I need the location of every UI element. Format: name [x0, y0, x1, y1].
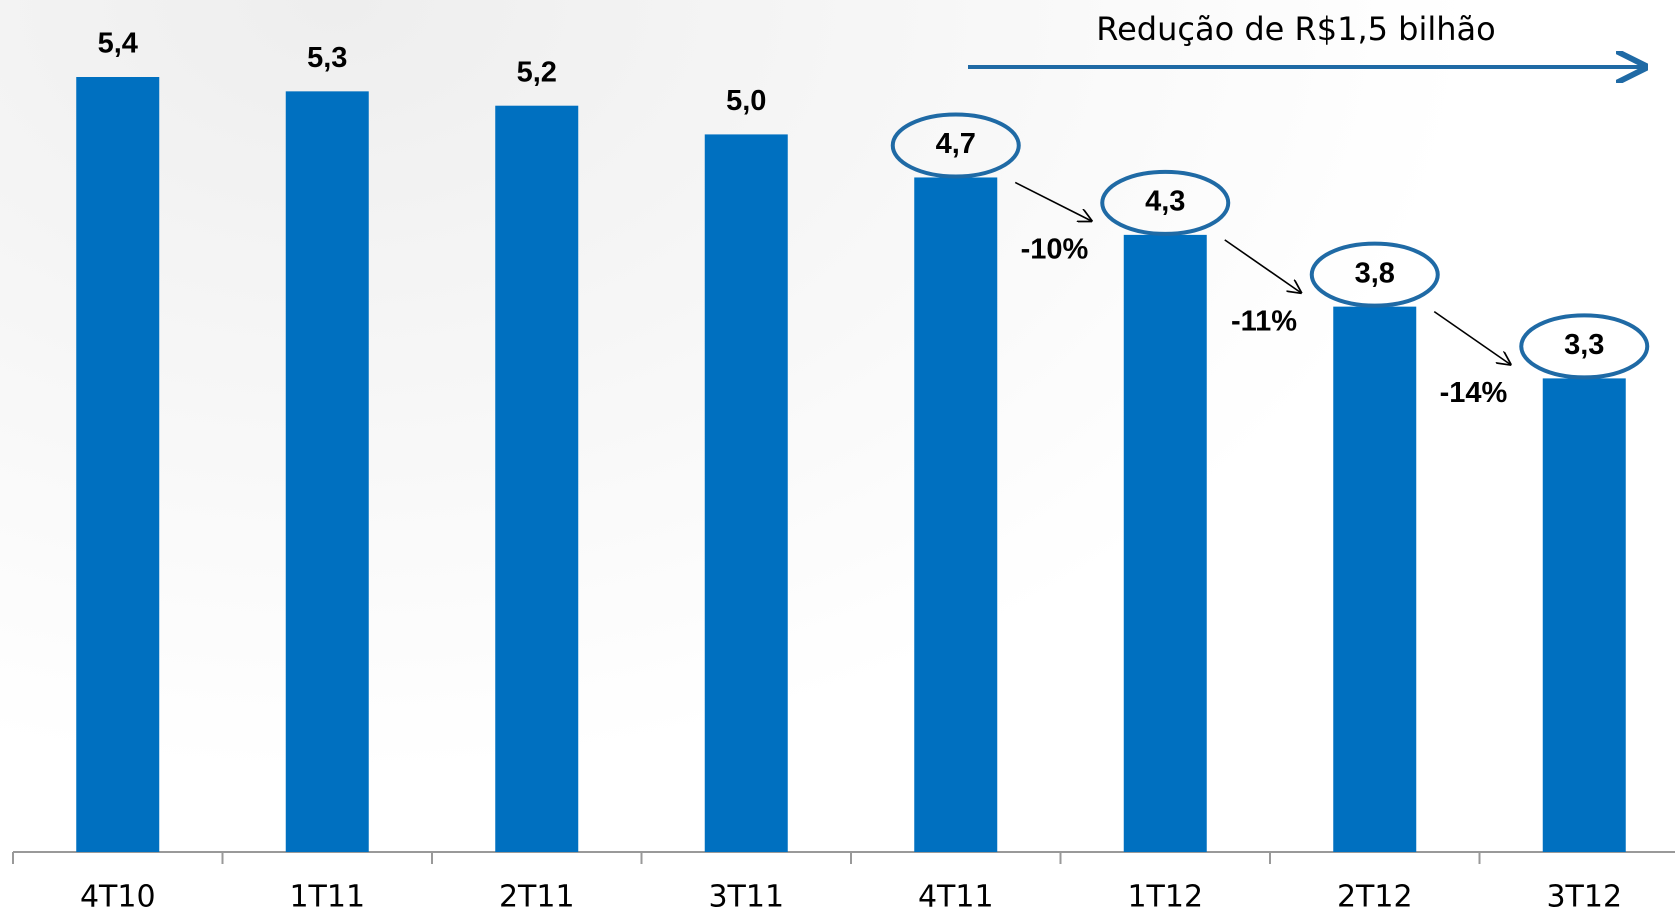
x-tick-label: 4T11	[918, 880, 994, 913]
x-tick-label: 3T12	[1546, 880, 1622, 913]
value-label: 5,0	[726, 85, 766, 117]
highlight-ellipse	[1100, 169, 1231, 236]
x-tick-label: 2T11	[499, 880, 575, 913]
value-label: 5,3	[307, 42, 347, 74]
change-label: -14%	[1440, 377, 1508, 409]
highlight-ellipse	[890, 112, 1021, 179]
bar	[1123, 234, 1207, 853]
value-label: 5,4	[98, 28, 138, 60]
value-label: 3,3	[1564, 329, 1604, 361]
bar	[76, 77, 160, 852]
change-label: -10%	[1021, 234, 1089, 266]
x-tick-label: 2T12	[1337, 880, 1413, 913]
x-tick-label: 3T11	[708, 880, 784, 913]
bar	[704, 134, 788, 852]
change-arrow	[1433, 310, 1510, 365]
change-arrow	[1224, 239, 1301, 293]
bar	[495, 105, 579, 852]
change-arrow	[1014, 181, 1091, 220]
bar	[285, 91, 369, 852]
bar	[1542, 378, 1626, 852]
value-label: 4,7	[936, 128, 976, 160]
value-label: 3,8	[1355, 257, 1395, 289]
bar	[914, 177, 998, 853]
x-tick-label: 4T10	[80, 880, 156, 913]
bar	[1333, 306, 1417, 852]
change-label: -11%	[1231, 305, 1297, 337]
highlight-ellipse	[1519, 313, 1650, 380]
highlight-ellipse	[1309, 241, 1440, 308]
reduction-label: Redução de R$1,5 bilhão	[1096, 10, 1495, 48]
value-label: 5,2	[517, 56, 557, 88]
x-tick-label: 1T11	[289, 880, 365, 913]
value-label: 4,3	[1145, 186, 1185, 218]
x-tick-label: 1T12	[1127, 880, 1203, 913]
